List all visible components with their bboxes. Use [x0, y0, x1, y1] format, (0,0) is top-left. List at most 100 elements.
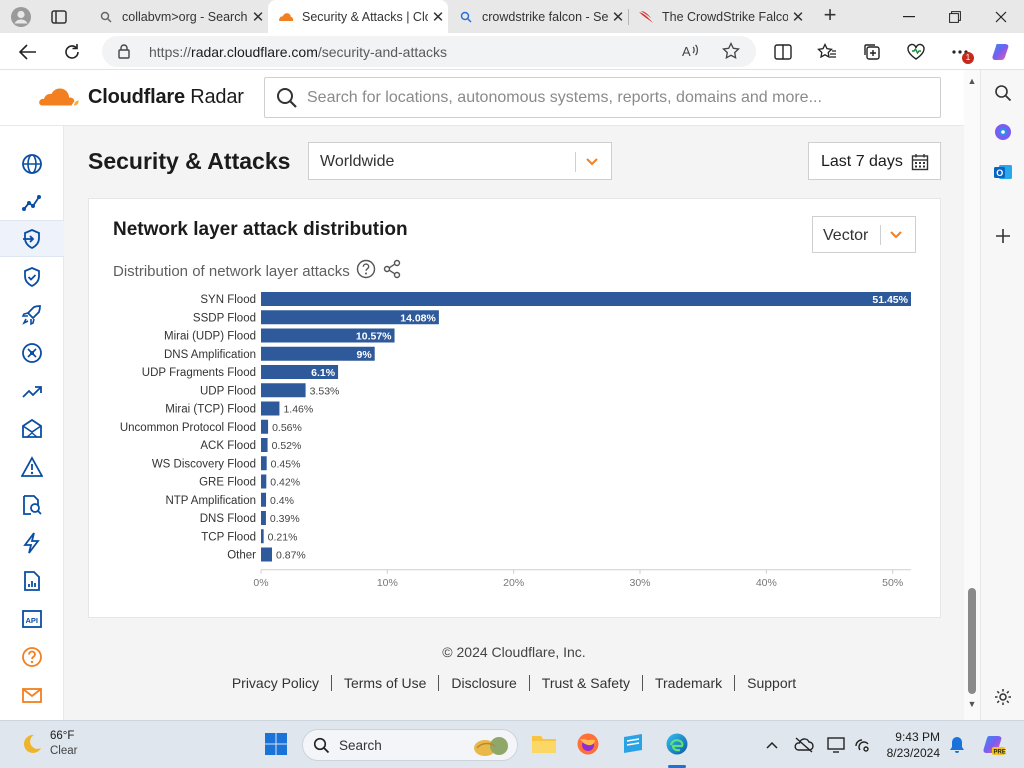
show-hidden-icons-chevron-up-icon[interactable]: [762, 735, 782, 755]
tab-actions-icon[interactable]: [50, 8, 68, 26]
chart-category-label: ACK Flood: [200, 440, 256, 452]
browser-essentials-icon[interactable]: [904, 40, 928, 64]
nav-item-help[interactable]: [0, 638, 64, 675]
display-icon[interactable]: [826, 735, 846, 755]
info-question-icon[interactable]: [356, 259, 376, 283]
search-icon: [458, 9, 474, 25]
location-value: Worldwide: [320, 153, 395, 170]
footer-link-trust-safety[interactable]: Trust & Safety: [528, 675, 642, 691]
lock-icon[interactable]: [118, 44, 130, 64]
footer-link-terms-of-use[interactable]: Terms of Use: [330, 675, 438, 691]
firefox-icon[interactable]: [575, 731, 601, 757]
back-button[interactable]: [16, 40, 40, 64]
copilot-sidebar-icon[interactable]: [992, 121, 1014, 143]
weather-widget[interactable]: 66°F Clear: [20, 729, 77, 759]
nav-item-contact[interactable]: [0, 676, 64, 713]
chart-x-tick-label: 20%: [503, 577, 524, 589]
favorites-icon[interactable]: [815, 40, 839, 64]
api-icon: API: [22, 609, 42, 628]
location-select[interactable]: Worldwide: [308, 142, 612, 180]
tab-collabvm-search[interactable]: collabvm>org - Search ✕: [88, 0, 269, 33]
date-range-select[interactable]: Last 7 days: [808, 142, 941, 180]
nav-item-security-attacks[interactable]: [0, 220, 64, 257]
traffic-trend-icon: [22, 194, 41, 211]
collections-icon[interactable]: [860, 40, 884, 64]
minimize-button[interactable]: [886, 0, 932, 33]
nav-item-api[interactable]: API: [0, 600, 64, 637]
chart-category-label: DNS Amplification: [164, 349, 256, 361]
tab-security-attacks[interactable]: Security & Attacks | Cloudflare Radar ✕: [268, 0, 448, 33]
nav-item-performance[interactable]: [0, 524, 64, 561]
refresh-button[interactable]: [60, 40, 84, 64]
chart-category-label: NTP Amplification: [165, 495, 256, 507]
page-scrollbar[interactable]: [964, 70, 980, 720]
vector-select[interactable]: Vector: [812, 216, 916, 253]
tab-crowdstrike-search[interactable]: crowdstrike falcon - Search ✕: [448, 0, 629, 33]
brand-name: Cloudflare Radar: [88, 86, 244, 109]
rocket-icon: [21, 304, 41, 325]
footer-link-trademark[interactable]: Trademark: [641, 675, 734, 691]
scroll-down-arrow-icon[interactable]: ▼: [967, 699, 977, 709]
nav-item-routing[interactable]: [0, 334, 64, 371]
system-clock[interactable]: 9:43 PM 8/23/2024: [880, 729, 940, 761]
close-tab-icon[interactable]: ✕: [431, 8, 445, 26]
close-tab-icon[interactable]: ✕: [251, 8, 265, 26]
sidebar-search-icon[interactable]: [992, 82, 1014, 104]
share-icon[interactable]: [382, 259, 402, 283]
nav-item-adoption[interactable]: [0, 296, 64, 333]
close-window-button[interactable]: [978, 0, 1024, 33]
nav-item-globe[interactable]: [0, 145, 64, 182]
url-host: radar.cloudflare.com: [191, 44, 318, 60]
copilot-icon[interactable]: [990, 40, 1014, 64]
nav-item-security[interactable]: [0, 258, 64, 295]
edge-browser-icon[interactable]: [664, 731, 690, 757]
nav-item-trends[interactable]: [0, 372, 64, 409]
nav-item-traffic[interactable]: [0, 183, 64, 220]
site-search-input[interactable]: Search for locations, autonomous systems…: [264, 77, 941, 118]
network-offline-icon[interactable]: [794, 735, 814, 755]
search-icon: [276, 87, 298, 114]
scrollbar-thumb[interactable]: [968, 588, 976, 694]
close-tab-icon[interactable]: ✕: [611, 8, 625, 26]
read-aloud-icon[interactable]: A: [682, 43, 700, 64]
brand-bold: Cloudflare: [88, 86, 185, 108]
tab-crowdstrike-falcon[interactable]: The CrowdStrike Falcon ✕: [628, 0, 808, 33]
taskbar-search-box[interactable]: Search: [302, 729, 518, 761]
profile-icon[interactable]: [10, 6, 32, 28]
svg-text:PRE: PRE: [994, 750, 1006, 756]
crowdstrike-falcon-icon: [638, 9, 654, 25]
scroll-up-arrow-icon[interactable]: ▲: [967, 76, 977, 86]
chart-value-label: 9%: [357, 349, 373, 361]
split-screen-icon[interactable]: [771, 40, 795, 64]
favorite-star-icon[interactable]: [722, 41, 740, 65]
chart-value-label: 0.45%: [271, 458, 301, 470]
close-tab-icon[interactable]: ✕: [791, 8, 805, 26]
chart-bar: [261, 511, 266, 525]
nav-item-domains[interactable]: [0, 486, 64, 523]
chevron-down-icon: [585, 154, 599, 173]
outlook-icon[interactable]: O: [992, 161, 1014, 183]
restore-button[interactable]: [932, 0, 978, 33]
vector-value: Vector: [823, 227, 869, 244]
chart-bar: [261, 456, 267, 471]
accessibility-icon[interactable]: [852, 735, 872, 755]
file-explorer-icon[interactable]: [531, 731, 557, 757]
cloudflare-radar-logo[interactable]: Cloudflare Radar: [38, 86, 244, 109]
add-sidebar-app-icon[interactable]: [992, 225, 1014, 247]
footer-link-support[interactable]: Support: [734, 675, 808, 691]
copilot-preview-icon[interactable]: PRE: [982, 733, 1006, 757]
chart-bar: [261, 474, 267, 489]
browser-toolbar: https://radar.cloudflare.com/security-an…: [0, 33, 1024, 70]
address-bar[interactable]: https://radar.cloudflare.com/security-an…: [102, 36, 756, 67]
tab-title: Security & Attacks | Cloudflare Radar: [302, 9, 428, 24]
sidebar-settings-gear-icon[interactable]: [992, 686, 1014, 708]
footer-link-disclosure[interactable]: Disclosure: [438, 675, 528, 691]
new-tab-button[interactable]: +: [823, 2, 837, 27]
nav-item-email-security[interactable]: [0, 410, 64, 447]
nav-item-reports[interactable]: [0, 562, 64, 599]
windows-start-icon[interactable]: [263, 731, 289, 757]
store-app-icon[interactable]: [620, 731, 646, 757]
footer-link-privacy-policy[interactable]: Privacy Policy: [231, 675, 319, 691]
nav-item-outages[interactable]: [0, 448, 64, 485]
notification-bell-icon[interactable]: [947, 735, 967, 755]
